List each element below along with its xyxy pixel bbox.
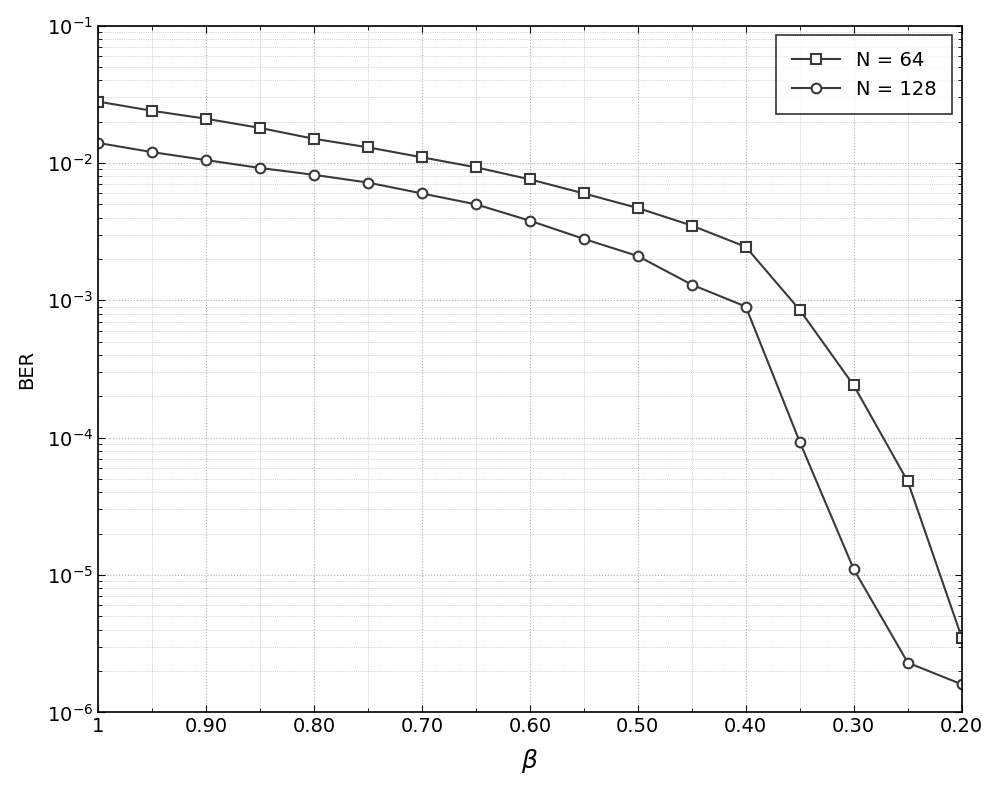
Line: N = 64: N = 64	[93, 97, 967, 642]
N = 64	[308, 134, 320, 143]
N = 128	[146, 147, 158, 157]
X-axis label: $\beta$: $\beta$	[521, 748, 538, 775]
N = 128	[308, 170, 320, 180]
N = 128	[848, 565, 860, 574]
N = 128	[686, 280, 698, 289]
N = 128	[794, 437, 806, 447]
N = 64	[956, 633, 968, 642]
N = 128	[632, 251, 644, 261]
N = 128	[92, 138, 104, 147]
N = 64	[146, 106, 158, 116]
N = 128	[740, 302, 752, 311]
Line: N = 128: N = 128	[93, 138, 967, 689]
N = 128	[470, 200, 482, 209]
N = 128	[362, 178, 374, 188]
N = 128	[254, 163, 266, 173]
N = 64	[632, 204, 644, 213]
N = 128	[578, 234, 590, 244]
N = 64	[848, 381, 860, 390]
N = 64	[686, 221, 698, 230]
N = 64	[200, 114, 212, 124]
N = 64	[902, 477, 914, 486]
N = 128	[524, 216, 536, 226]
Legend: N = 64, N = 128: N = 64, N = 128	[776, 36, 952, 114]
N = 128	[200, 155, 212, 165]
N = 64	[470, 162, 482, 172]
N = 64	[92, 97, 104, 106]
N = 64	[794, 305, 806, 314]
N = 64	[416, 153, 428, 162]
N = 64	[524, 174, 536, 184]
N = 64	[740, 242, 752, 252]
N = 64	[362, 143, 374, 152]
N = 128	[416, 188, 428, 198]
N = 128	[902, 658, 914, 668]
N = 128	[956, 680, 968, 689]
Y-axis label: BER: BER	[17, 349, 36, 389]
N = 64	[578, 188, 590, 198]
N = 64	[254, 123, 266, 132]
